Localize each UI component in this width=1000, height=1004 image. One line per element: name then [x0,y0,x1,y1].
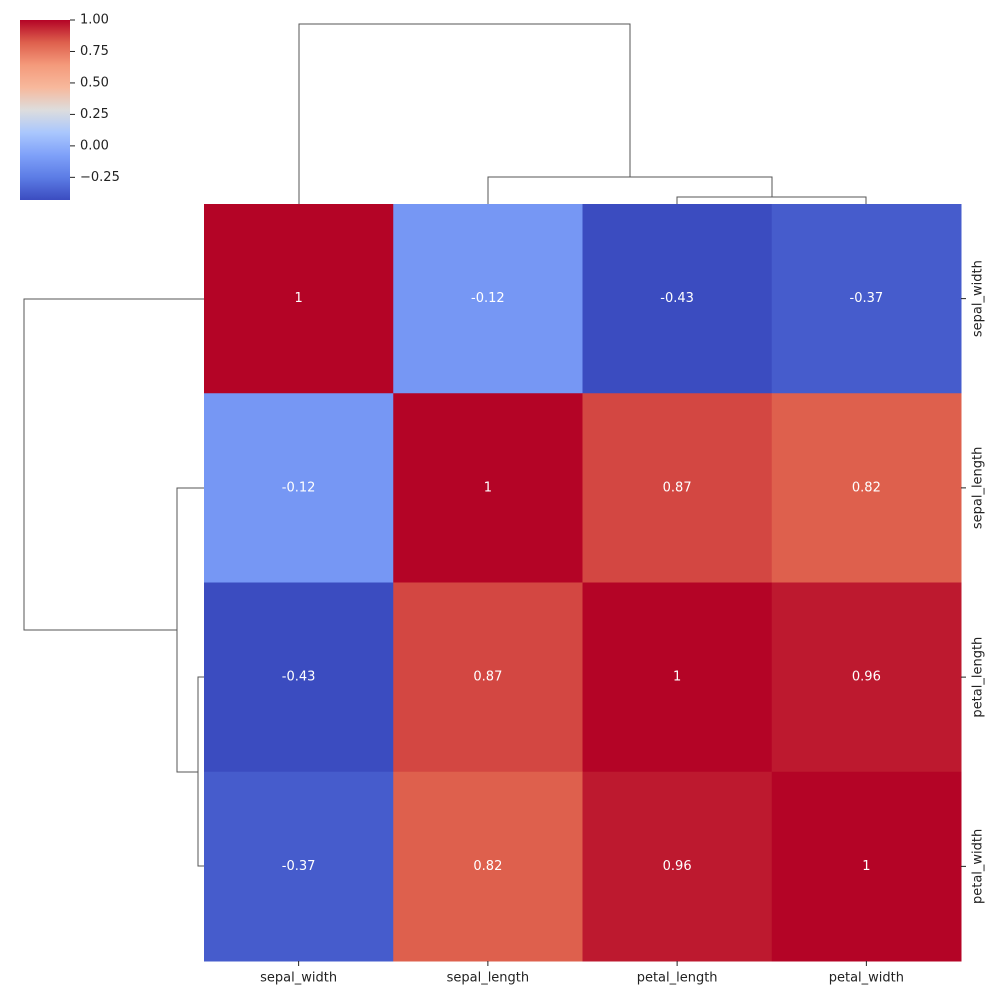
x-tick-label: sepal_length [447,971,530,986]
cell-label: 0.82 [473,859,502,874]
colorbar-tick-label: 0.25 [80,107,109,122]
cell-label: 0.87 [473,670,502,685]
heatmap-cell [204,393,394,583]
heatmap-cell [582,204,773,394]
cell-label: -0.43 [282,670,316,685]
dendrogram-link [676,196,867,204]
heatmap-cell [771,582,962,773]
cell-label: 0.87 [663,480,692,495]
heatmap-cell [393,771,583,962]
cell-label: -0.43 [660,291,694,306]
dendrogram-link [23,298,204,631]
column-dendrogram [298,23,867,204]
cell-label: 1 [294,291,302,306]
x-tick-label: petal_length [637,971,718,986]
colorbar-tick-label: −0.25 [80,170,120,185]
heatmap-cell [393,582,583,773]
dendrogram-link [197,676,204,867]
dendrogram-link [487,176,773,204]
heatmap-cell [582,393,773,583]
dendrogram-link [298,23,631,204]
cell-label: 1 [673,670,681,685]
cell-label: -0.37 [282,859,316,874]
heatmap-cell [771,204,962,394]
heatmap-cell [204,582,394,773]
colorbar-tick-label: 0.75 [80,44,109,59]
heatmap-cell [771,771,962,962]
heatmap-cell [393,204,583,394]
cell-label: 1 [484,480,492,495]
heatmap-cell [771,393,962,583]
cell-label: 0.96 [663,859,692,874]
x-tick-label: petal_width [829,971,904,986]
heatmap-cell [582,771,773,962]
heatmap-cell [204,204,394,394]
x-tick-label: sepal_width [260,971,337,986]
cell-label: 0.82 [852,480,881,495]
colorbar-tick-label: 1.00 [80,13,109,28]
heatmap-cell [393,393,583,583]
heatmap-cell [582,582,773,773]
colorbar [20,20,70,200]
dendrogram-link [176,487,204,773]
colorbar-tick-label: 0.00 [80,138,109,153]
row-dendrogram [23,298,204,867]
cell-label: -0.12 [471,291,505,306]
cell-label: 0.96 [852,670,881,685]
cell-label: -0.37 [850,291,884,306]
colorbar-tick-label: 0.50 [80,75,109,90]
y-tick-label: petal_width [971,829,986,904]
cell-label: 1 [862,859,870,874]
y-tick-label: petal_length [971,637,986,718]
heatmap-cell [204,771,394,962]
y-tick-label: sepal_length [971,447,986,530]
cell-label: -0.12 [282,480,316,495]
y-tick-label: sepal_width [971,260,986,337]
